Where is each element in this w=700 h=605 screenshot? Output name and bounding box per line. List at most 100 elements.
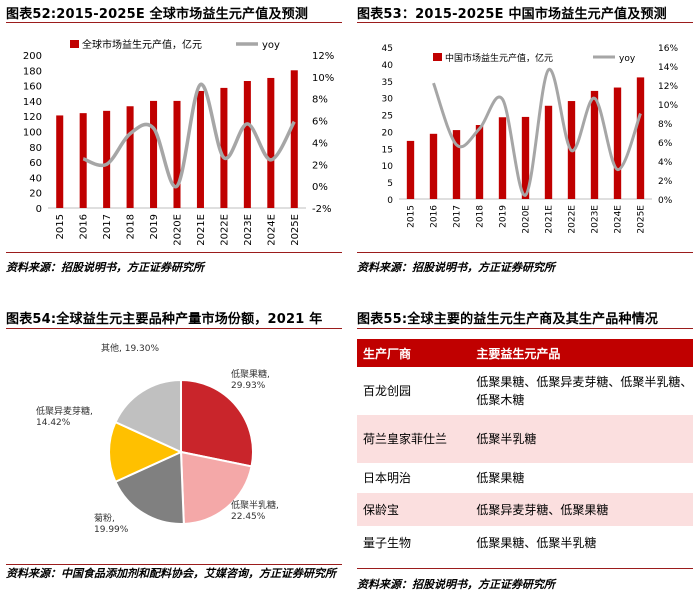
title-rule xyxy=(357,328,693,329)
title-rule xyxy=(6,22,342,23)
y-tick-label: 180 xyxy=(23,66,42,77)
panel-title: 图表53：2015-2025E 中国市场益生元产值及预测 xyxy=(357,7,667,22)
source-rule xyxy=(6,564,342,565)
bar xyxy=(475,125,484,199)
x-tick-label: 2019 xyxy=(499,205,509,228)
y-tick-label: 140 xyxy=(23,97,42,108)
bar xyxy=(521,116,530,199)
source-note: 资料来源：招股说明书，方正证券研究所 xyxy=(357,578,555,591)
y-tick-label: 20 xyxy=(382,128,394,138)
bar xyxy=(636,77,645,199)
table-cell: 低聚果糖、低聚异麦芽糖、低聚半乳糖、低聚木糖 xyxy=(476,375,693,407)
bar xyxy=(126,106,134,208)
panel-global-market: 图表52:2015-2025E 全球市场益生元产值及预测 0 20 40 60 80 10… xyxy=(6,0,342,290)
table-cell: 百龙创园 xyxy=(363,384,412,398)
table-row: 日本明治 低聚果糖 xyxy=(357,463,693,493)
y2-tick-label: 6% xyxy=(658,139,673,149)
y2-tick-label: 8% xyxy=(658,120,673,130)
x-tick-label: 2025E xyxy=(637,205,647,234)
bar xyxy=(498,117,507,199)
x-tick-label: 2023E xyxy=(591,205,601,234)
x-tick-label: 2022E xyxy=(219,214,230,246)
pie-slice-label: 低聚异麦芽糖, 14.42% xyxy=(36,405,93,428)
legend-bar-swatch xyxy=(70,40,79,48)
y-tick-label: 0 xyxy=(36,204,42,215)
table-row: 荷兰皇家菲仕兰 低聚半乳糖 xyxy=(357,415,693,463)
x-tick-label: 2018 xyxy=(126,214,137,239)
legend-line-label: yoy xyxy=(619,54,636,64)
pie-slice-label: 低聚半乳糖, 22.45% xyxy=(231,499,279,522)
table-header: 生产厂商 主要益生元产品 xyxy=(357,339,693,367)
bar xyxy=(613,87,622,199)
table-cell: 荷兰皇家菲仕兰 xyxy=(357,415,469,463)
source-rule xyxy=(357,568,693,569)
y2-tick-label: 10% xyxy=(312,73,334,84)
x-tick-label: 2017 xyxy=(102,214,113,239)
x-tick-label: 2015 xyxy=(407,205,417,228)
y-tick-label: 30 xyxy=(382,95,394,105)
y2-tick-label: 2% xyxy=(312,160,328,171)
bar xyxy=(103,110,111,208)
bar xyxy=(544,105,553,199)
table-cell: 低聚异麦芽糖、低聚果糖 xyxy=(468,493,693,526)
table-row: 百龙创园 低聚果糖、低聚异麦芽糖、低聚半乳糖、低聚木糖 xyxy=(357,367,693,415)
y-tick-label: 0 xyxy=(387,196,393,206)
y-tick-label: 15 xyxy=(382,145,393,155)
y-tick-label: 80 xyxy=(29,143,42,154)
pie-slice-label: 其他, 19.30% xyxy=(101,342,159,354)
x-tick-label: 2019 xyxy=(149,214,160,239)
x-tick-label: 2016 xyxy=(430,205,440,228)
legend-bar-label: 中国市场益生元产值，亿元 xyxy=(445,52,553,64)
y2-tick-label: 2% xyxy=(658,177,673,187)
y-tick-label: 40 xyxy=(382,61,394,71)
y-tick-label: 5 xyxy=(387,179,393,189)
x-tick-label: 2021E xyxy=(196,214,207,246)
x-tick-label: 2016 xyxy=(79,214,90,239)
x-tick-label: 2018 xyxy=(476,205,486,228)
bar xyxy=(452,130,461,199)
table-row: 量子生物 低聚果糖、低聚半乳糖 xyxy=(357,526,693,559)
source-note: 资料来源：中国食品添加剂和配料协会，艾媒咨询，方正证券研究所 xyxy=(6,567,336,580)
x-tick-label: 2024E xyxy=(614,205,624,234)
table-header-row: 生产厂商 主要益生元产品 xyxy=(357,339,693,367)
source-note: 资料来源：招股说明书，方正证券研究所 xyxy=(6,261,204,274)
y-tick-label: 120 xyxy=(23,112,42,123)
producer-table: 生产厂商 主要益生元产品 百龙创园 低聚果糖、低聚异麦芽糖、低聚半乳糖、低聚木糖 荷兰皇… xyxy=(357,339,693,559)
bar xyxy=(56,115,64,208)
y2-tick-label: 16% xyxy=(658,44,678,54)
x-tick-label: 2023E xyxy=(243,214,254,246)
y-tick-label: 60 xyxy=(29,158,42,169)
y2-tick-label: 0% xyxy=(658,196,673,206)
china-market-chart: 0 5 10 15 20 25 30 35 40 45 0% 2% 4% 6% 8% 10% 12% 14% 16%… xyxy=(382,44,679,234)
global-market-chart: 0 20 40 60 80 100 120 140 160 180 200 -2% 0% 2% 4% 6% 8%… xyxy=(23,38,334,246)
table-cell: 量子生物 xyxy=(363,535,412,550)
y-tick-label: 25 xyxy=(382,112,393,122)
table-cell: 低聚半乳糖 xyxy=(468,415,693,463)
table-cell: 日本明治 xyxy=(363,471,412,485)
y2-tick-label: 4% xyxy=(312,138,328,149)
y2-tick-label: 0% xyxy=(312,182,328,193)
source-rule xyxy=(357,252,693,253)
panel-china-market: 图表53：2015-2025E 中国市场益生元产值及预测 0 5 10 15 20 25 3… xyxy=(357,0,693,290)
bar xyxy=(243,81,251,208)
legend-bar-swatch xyxy=(433,53,442,61)
pie-slice-label: 低聚果糖, 29.93% xyxy=(231,368,270,391)
panel-variety-share: 图表54:全球益生元主要品种产量市场份额，2021 年 低聚果糖, 29.93% 低… xyxy=(6,306,342,605)
yoy-line xyxy=(432,68,642,197)
y-tick-label: 10 xyxy=(382,162,394,172)
pie-slice xyxy=(114,450,185,525)
y2-tick-label: 10% xyxy=(658,101,678,111)
source-note: 资料来源：招股说明书，方正证券研究所 xyxy=(357,261,555,274)
table-cell: 低聚果糖、低聚半乳糖 xyxy=(476,535,597,550)
bar xyxy=(150,100,158,208)
x-tick-label: 2017 xyxy=(453,205,463,228)
table-body: 百龙创园 低聚果糖、低聚异麦芽糖、低聚半乳糖、低聚木糖 荷兰皇家菲仕兰 低聚半乳糖 日本… xyxy=(357,367,693,559)
legend-line-label: yoy xyxy=(262,40,280,51)
y2-tick-label: 14% xyxy=(658,63,678,73)
yoy-line xyxy=(82,82,296,189)
y-tick-label: 45 xyxy=(382,44,393,54)
pie-slice-label: 菊粉, 19.99% xyxy=(94,512,129,535)
x-tick-label: 2022E xyxy=(568,205,578,234)
panel-title: 图表54:全球益生元主要品种产量市场份额，2021 年 xyxy=(6,312,323,327)
y-tick-label: 100 xyxy=(23,128,42,139)
